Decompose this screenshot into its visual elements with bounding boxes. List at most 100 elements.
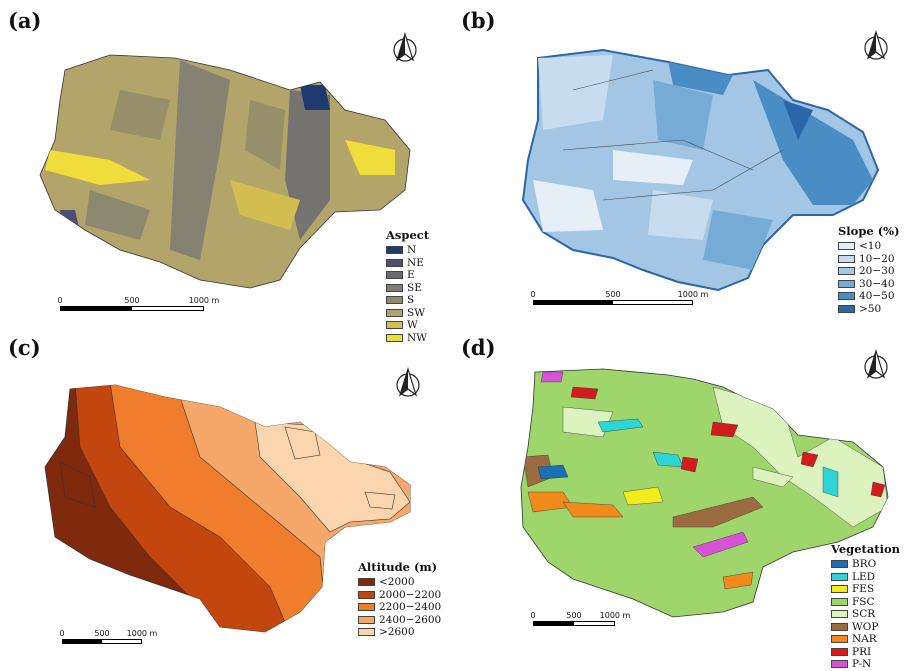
legend-title: Vegetation <box>831 542 901 556</box>
scale-bar: 0 500 1000 m <box>530 611 630 626</box>
legend-swatch <box>358 615 375 624</box>
aspect-map <box>39 54 411 289</box>
legend-swatch <box>358 578 375 587</box>
legend-label: NE <box>407 256 424 269</box>
scale-tick-500: 500 <box>605 290 621 299</box>
altitude-legend: Altitude (m) <2000 2000−2200 2200−2400 2400… <box>358 560 441 639</box>
legend-swatch <box>838 242 855 251</box>
legend-swatch <box>838 254 855 263</box>
legend-item: P-N <box>831 658 900 671</box>
legend-swatch <box>358 628 375 637</box>
legend-swatch <box>386 246 403 255</box>
legend-item: NE <box>386 257 429 270</box>
legend-swatch <box>838 279 855 288</box>
legend-item: FES <box>831 583 900 596</box>
slope-legend: Slope (%) <10 10−20 20−30 30−40 40−50 >50 <box>838 224 900 315</box>
panel-label: (d) <box>461 335 496 360</box>
scale-tick-500: 500 <box>94 629 110 638</box>
legend-label: SE <box>407 281 422 294</box>
legend-item: N <box>386 244 429 257</box>
legend-item: <10 <box>838 240 900 253</box>
scale-tick-0: 0 <box>530 290 536 299</box>
legend-swatch <box>838 292 855 301</box>
scale-ticks: 0 500 1000 m <box>530 611 630 621</box>
vegetation-map <box>520 368 889 618</box>
legend-item: 2200−2400 <box>358 601 441 614</box>
legend-label: 20−30 <box>859 265 895 278</box>
legend-label: 10−20 <box>859 252 895 265</box>
legend-item: 10−20 <box>838 253 900 266</box>
legend-label: 30−40 <box>859 277 895 290</box>
panel-slope: (b) Slope (%) <10 10−20 20−30 30−40 40−50 >50… <box>453 0 906 327</box>
legend-label: 2400−2600 <box>379 613 442 626</box>
legend-item: >50 <box>838 303 900 316</box>
legend-item: <2000 <box>358 576 441 589</box>
aspect-legend: Aspect N NE E SE S SW W NW <box>386 228 429 344</box>
legend-label: >50 <box>859 302 882 315</box>
legend-item: 20−30 <box>838 265 900 278</box>
legend-swatch <box>831 585 848 594</box>
legend-swatch <box>386 308 403 317</box>
legend-label: >2600 <box>379 626 415 639</box>
legend-item: E <box>386 269 429 282</box>
north-arrow-icon <box>396 367 420 397</box>
legend-label: 2000−2200 <box>379 588 442 601</box>
legend-label: E <box>407 269 415 282</box>
north-arrow-icon <box>864 349 888 379</box>
legend-swatch <box>831 597 848 606</box>
scale-tick-1000: 1000 m <box>188 296 220 305</box>
scale-ticks: 0 500 1000 m <box>530 290 708 300</box>
legend-label: P-N <box>852 658 872 671</box>
legend-item: FSC <box>831 596 900 609</box>
legend-item: 2400−2600 <box>358 614 441 627</box>
panel-vegetation: (d) Vegetation BRO LED FES FSC SCR WOP NAR PRI P… <box>453 327 906 670</box>
legend-item: LED <box>831 571 900 584</box>
scale-tick-500: 500 <box>124 296 140 305</box>
scale-tick-500: 500 <box>566 611 582 620</box>
legend-label: <2000 <box>379 576 415 589</box>
legend-label: NW <box>407 331 427 344</box>
scale-tick-0: 0 <box>530 611 536 620</box>
legend-item: NW <box>386 332 429 345</box>
legend-swatch <box>386 321 403 330</box>
legend-swatch <box>386 333 403 342</box>
legend-item: 40−50 <box>838 290 900 303</box>
legend-label: N <box>407 244 417 257</box>
legend-label: FSC <box>852 595 875 608</box>
legend-swatch <box>838 267 855 276</box>
legend-label: SW <box>407 306 425 319</box>
legend-swatch <box>831 560 848 569</box>
panel-label: (a) <box>8 8 42 33</box>
legend-swatch <box>386 258 403 267</box>
scale-ticks: 0 500 1000 m <box>59 629 157 639</box>
legend-label: PRI <box>852 645 872 658</box>
scale-bar-graphic <box>62 639 142 644</box>
legend-swatch <box>831 610 848 619</box>
legend-label: LED <box>852 570 876 583</box>
legend-item: NAR <box>831 633 900 646</box>
legend-label: 2200−2400 <box>379 601 442 614</box>
legend-swatch <box>358 590 375 599</box>
legend-item: WOP <box>831 621 900 634</box>
scale-tick-1000: 1000 m <box>126 629 158 638</box>
legend-label: NAR <box>852 633 877 646</box>
legend-item: 30−40 <box>838 278 900 291</box>
legend-swatch <box>358 603 375 612</box>
legend-label: WOP <box>852 620 879 633</box>
legend-swatch <box>831 572 848 581</box>
legend-label: SCR <box>852 608 876 621</box>
scale-bar-graphic <box>533 300 693 305</box>
legend-item: >2600 <box>358 626 441 639</box>
legend-label: 40−50 <box>859 290 895 303</box>
legend-label: FES <box>852 583 875 596</box>
scale-tick-0: 0 <box>57 296 63 305</box>
legend-item: SW <box>386 307 429 320</box>
slope-map <box>521 48 880 292</box>
legend-item: W <box>386 319 429 332</box>
legend-title: Aspect <box>386 228 430 242</box>
legend-swatch <box>831 635 848 644</box>
legend-rows: N NE E SE S SW W NW <box>386 244 429 344</box>
legend-item: 2000−2200 <box>358 589 441 602</box>
legend-swatch <box>386 283 403 292</box>
scale-ticks: 0 500 1000 m <box>57 296 219 306</box>
